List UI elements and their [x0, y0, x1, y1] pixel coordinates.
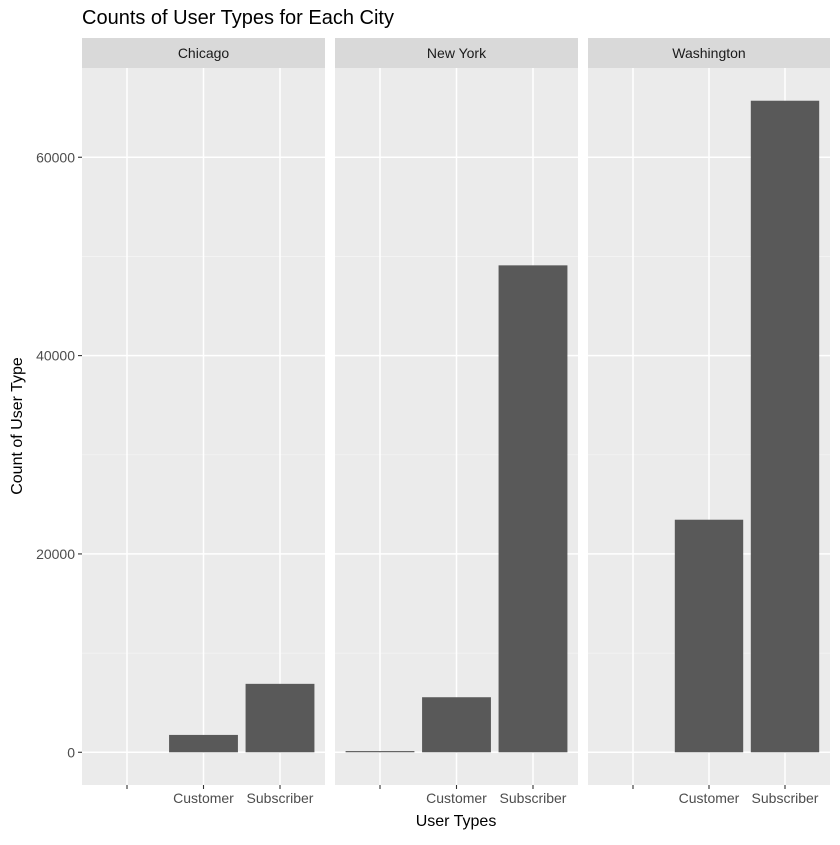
facet-strip — [588, 38, 830, 68]
y-axis: 0 20000 40000 60000 — [36, 149, 82, 760]
x-tick-label: Subscriber — [247, 790, 314, 806]
x-tick-label: Subscriber — [752, 790, 819, 806]
panel-new-york: New York Customer Subscriber — [335, 38, 578, 806]
y-tick-label: 20000 — [36, 546, 75, 562]
bar-new-york-customer — [422, 697, 491, 753]
bar-new-york-subscriber — [498, 265, 568, 753]
x-tick-label: Subscriber — [500, 790, 567, 806]
facet-label: New York — [427, 45, 487, 61]
chart-title: Counts of User Types for Each City — [82, 7, 394, 29]
bar-chicago-customer — [169, 734, 238, 753]
facet-strip — [82, 38, 325, 68]
x-tick-label: Customer — [679, 790, 740, 806]
y-tick-label: 0 — [67, 744, 75, 760]
bar-washington-subscriber — [750, 100, 820, 753]
panels-layer: Chicago Customer Subscriber New York Custome… — [82, 38, 830, 806]
x-tick-label: Customer — [426, 790, 487, 806]
panel-chicago: Chicago Customer Subscriber — [82, 38, 325, 806]
bar-new-york-blank — [345, 751, 415, 753]
facet-label: Washington — [672, 45, 745, 61]
bar-chicago-subscriber — [245, 683, 315, 753]
panel-washington: Washington Customer Subscriber — [588, 38, 830, 806]
facet-strip — [335, 38, 578, 68]
y-tick-label: 60000 — [36, 149, 75, 165]
bar-washington-customer — [674, 519, 744, 753]
y-axis-title: Count of User Type — [9, 357, 26, 495]
x-axis-title: User Types — [416, 813, 497, 830]
facet-label: Chicago — [178, 45, 230, 61]
y-tick-label: 40000 — [36, 348, 75, 364]
x-tick-label: Customer — [173, 790, 234, 806]
